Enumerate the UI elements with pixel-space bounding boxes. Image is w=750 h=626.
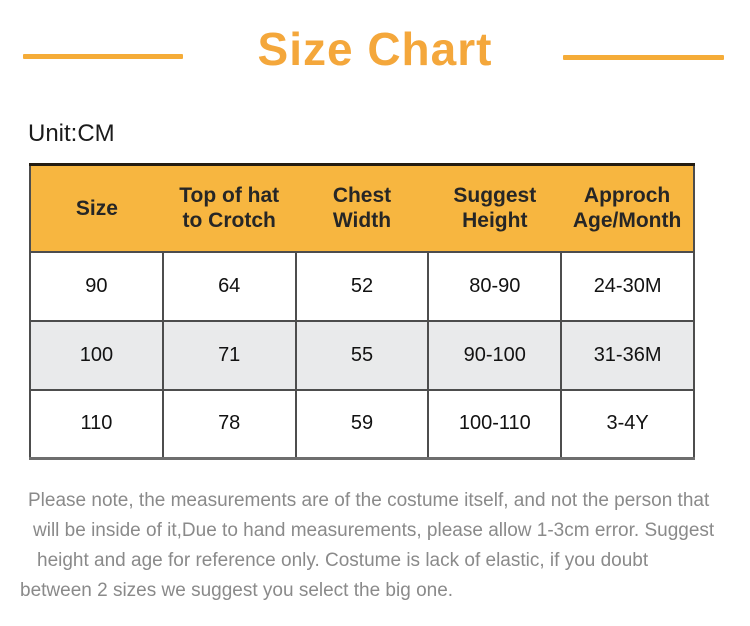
cell-size: 90 <box>29 250 164 322</box>
cell-hat-to-crotch: 64 <box>161 250 297 322</box>
cell-age-month: 3-4Y <box>560 388 695 460</box>
header-row: Size Top of hat to Crotch Chest Width Su… <box>30 163 694 253</box>
col-header-size: Size <box>30 163 163 253</box>
cell-suggest-height: 80-90 <box>427 250 563 322</box>
measurement-note: Please note, the measurements are of the… <box>20 486 734 606</box>
note-line: between 2 sizes we suggest you select th… <box>20 580 454 601</box>
unit-label: Unit:CM <box>28 120 115 147</box>
table-row: 100 71 55 90-100 31-36M <box>29 319 695 391</box>
cell-age-month: 31-36M <box>560 319 695 391</box>
cell-age-month: 24-30M <box>560 250 695 322</box>
note-line: will be inside of it,Due to hand measure… <box>33 520 715 541</box>
cell-chest-width: 55 <box>294 319 430 391</box>
cell-suggest-height: 100-110 <box>427 388 563 460</box>
title-rule-right <box>563 55 724 60</box>
title-section: Size Chart <box>0 22 750 76</box>
cell-chest-width: 52 <box>294 250 430 322</box>
col-header-top-of-hat-to-crotch: Top of hat to Crotch <box>162 163 296 253</box>
size-table-body: 90 64 52 80-90 24-30M 100 71 55 90-100 3… <box>29 250 695 460</box>
page-title: Size Chart <box>257 23 493 75</box>
table-row: 90 64 52 80-90 24-30M <box>29 250 695 322</box>
note-line: height and age for reference only. Costu… <box>37 550 649 571</box>
cell-size: 100 <box>29 319 164 391</box>
cell-hat-to-crotch: 71 <box>161 319 297 391</box>
note-line: Please note, the measurements are of the… <box>28 490 710 511</box>
size-table-header: Size Top of hat to Crotch Chest Width Su… <box>30 163 694 253</box>
cell-hat-to-crotch: 78 <box>161 388 297 460</box>
col-header-chest-width: Chest Width <box>295 163 429 253</box>
table-row: 110 78 59 100-110 3-4Y <box>29 388 695 460</box>
cell-size: 110 <box>29 388 164 460</box>
size-table: Size Top of hat to Crotch Chest Width Su… <box>29 163 695 460</box>
col-header-approch-age-month: Approch Age/Month <box>561 163 694 253</box>
title-rule-left <box>23 54 183 59</box>
col-header-suggest-height: Suggest Height <box>428 163 562 253</box>
cell-suggest-height: 90-100 <box>427 319 563 391</box>
cell-chest-width: 59 <box>294 388 430 460</box>
